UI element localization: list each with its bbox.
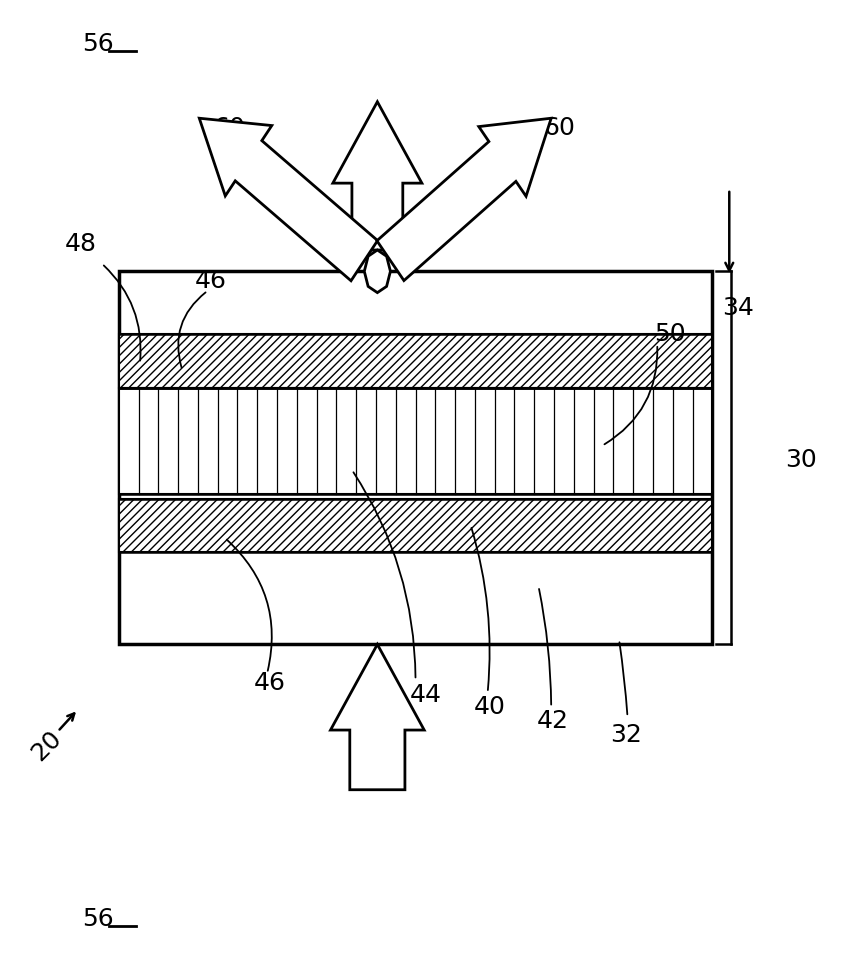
Polygon shape	[365, 250, 390, 293]
Text: 20: 20	[27, 727, 66, 766]
Text: 48: 48	[64, 233, 97, 256]
Text: 42: 42	[537, 709, 569, 733]
Bar	[119, 388, 712, 494]
Text: 60: 60	[544, 116, 576, 140]
Text: 56: 56	[81, 32, 114, 55]
Text: 52: 52	[365, 724, 389, 755]
Polygon shape	[331, 644, 424, 790]
Text: 32: 32	[610, 723, 642, 746]
Bar	[119, 271, 712, 644]
Text: 60: 60	[213, 116, 245, 140]
Text: 34: 34	[722, 297, 754, 320]
Text: 46: 46	[194, 269, 226, 293]
Text: 50: 50	[654, 323, 686, 346]
Text: 60: 60	[365, 169, 389, 200]
Text: 44: 44	[410, 683, 442, 706]
Text: 56: 56	[81, 907, 114, 930]
Text: 46: 46	[254, 672, 286, 695]
Text: 30: 30	[785, 449, 817, 472]
Bar	[119, 499, 712, 552]
Polygon shape	[377, 118, 551, 281]
Bar	[119, 334, 712, 388]
Text: 40: 40	[474, 696, 506, 719]
Polygon shape	[332, 102, 422, 250]
Polygon shape	[199, 118, 377, 281]
